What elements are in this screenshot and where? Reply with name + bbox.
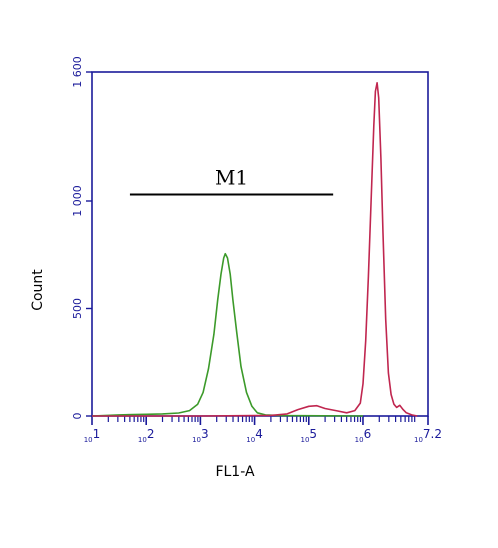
plot-frame	[91, 71, 429, 417]
x-tick-label: 105	[300, 427, 317, 444]
x-tick-label: 107.2	[414, 427, 442, 444]
series-layer	[91, 82, 418, 417]
y-tick-label: 0	[71, 413, 84, 420]
y-axis: 0 500 1 000 1 600	[71, 56, 92, 420]
y-axis-title: Count	[30, 269, 46, 311]
x-tick-label: 101	[84, 427, 101, 444]
histogram-series-line	[91, 252, 364, 417]
y-tick-label: 1 000	[71, 185, 84, 217]
x-tick-label: 106	[355, 427, 372, 444]
gate-label: M1	[215, 166, 248, 190]
x-axis: 101 102 103 104 105 106 107.2	[84, 416, 442, 444]
x-axis-title: FL1-A	[215, 464, 255, 480]
x-tick-label: 104	[246, 427, 263, 444]
y-tick-label: 1 600	[71, 56, 84, 88]
x-tick-label: 103	[192, 427, 209, 444]
histogram-series-line	[92, 82, 418, 417]
y-tick-label: 500	[71, 298, 84, 319]
x-tick-label: 102	[138, 427, 155, 444]
